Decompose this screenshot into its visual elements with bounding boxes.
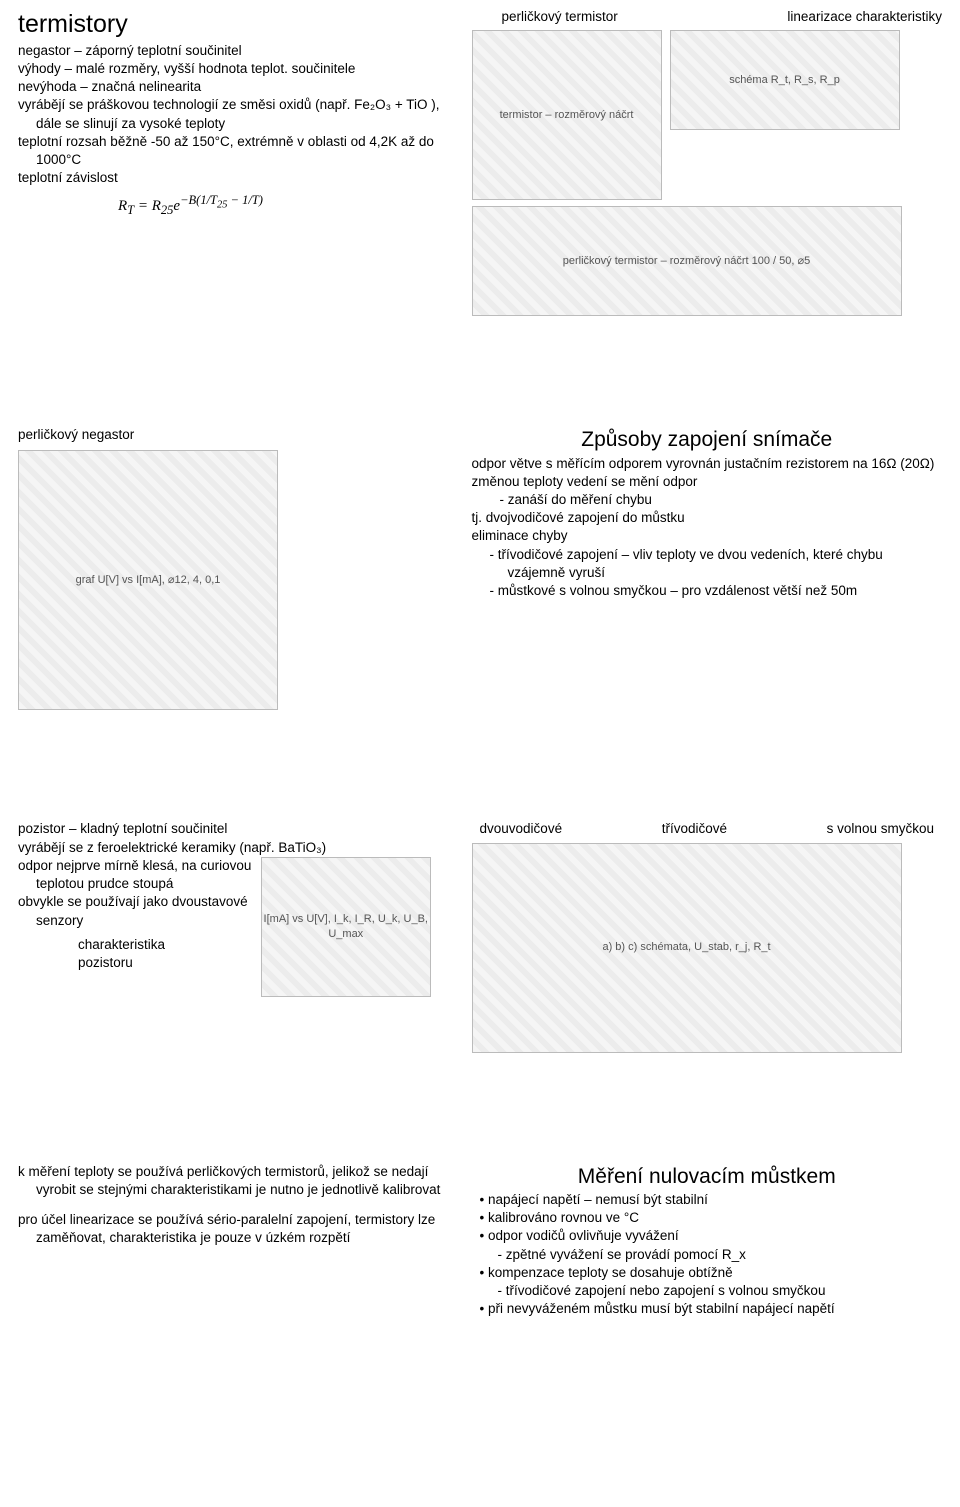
s1-formula: RT = R25e−B(1/T25 − 1/T) (118, 192, 452, 219)
s4-right: Měření nulovacím můstkem napájecí napětí… (462, 1163, 942, 1319)
s1-fig1: termistor – rozměrový náčrt (472, 30, 662, 200)
s3-line: odpor nejprve mírně klesá, na curiovou t… (36, 857, 261, 893)
s1-line: negastor – záporný teplotní součinitel (36, 42, 452, 60)
s1-line: teplotní rozsah běžně -50 až 150°C, extr… (36, 133, 452, 169)
s3-right: dvouvodičové třívodičové s volnou smyčko… (462, 820, 942, 1052)
s1-line: vyrábějí se práškovou technologií ze smě… (36, 96, 452, 132)
section-mereni: k měření teploty se používá perličkových… (18, 1163, 942, 1319)
s4-sub: - zpětné vyvážení se provádí pomocí R_x (510, 1246, 942, 1264)
s4-title: Měření nulovacím můstkem (472, 1163, 942, 1191)
s1-fig3: perličkový termistor – rozměrový náčrt 1… (472, 206, 902, 316)
s1-label-termistor: perličkový termistor (502, 8, 618, 26)
s4-bullet: napájecí napětí – nemusí být stabilní (494, 1191, 942, 1209)
s3-left-mid: odpor nejprve mírně klesá, na curiovou t… (18, 857, 452, 997)
s1-fig2: schéma R_t, R_s, R_p (670, 30, 900, 130)
s3-left-text: odpor nejprve mírně klesá, na curiovou t… (18, 857, 261, 997)
s2-fig-left: graf U[V] vs I[mA], ⌀12, 4, 0,1 (18, 450, 278, 710)
section-pozistor: pozistor – kladný teplotní součinitel vy… (18, 820, 942, 1052)
s3-fig-pozistor: I[mA] vs U[V], I_k, I_R, U_k, U_B, U_max (261, 857, 431, 997)
s3-sublabel: pozistoru (78, 954, 261, 972)
s2-line: odpor větve s měřícím odporem vyrovnán j… (490, 455, 942, 473)
s1-line: výhody – malé rozměry, vyšší hodnota tep… (36, 60, 452, 78)
s4-line: k měření teploty se používá perličkových… (36, 1163, 452, 1199)
s3-left: pozistor – kladný teplotní součinitel vy… (18, 820, 462, 1052)
s1-figs-top: termistor – rozměrový náčrt schéma R_t, … (472, 30, 942, 200)
section-termistory: termistory negastor – záporný teplotní s… (18, 8, 942, 316)
s2-line: eliminace chyby (490, 527, 942, 545)
s2-line: - můstkové s volnou smyčkou – pro vzdále… (508, 582, 942, 600)
s4-bullet: odpor vodičů ovlivňuje vyvážení (494, 1227, 942, 1245)
s3-line: pozistor – kladný teplotní součinitel (36, 820, 452, 838)
s4-bullet: kalibrováno rovnou ve °C (494, 1209, 942, 1227)
s3-label-b: třívodičové (662, 820, 727, 838)
s1-title: termistory (18, 8, 452, 42)
s2-line: - třívodičové zapojení – vliv teploty ve… (508, 546, 942, 582)
s3-fig-right: a) b) c) schémata, U_stab, r_j, R_t (472, 843, 902, 1053)
s3-line: obvykle se používají jako dvoustavové se… (36, 893, 261, 929)
s4-left: k měření teploty se používá perličkových… (18, 1163, 462, 1319)
s2-line: - zanáší do měření chybu (500, 491, 942, 509)
s1-left: termistory negastor – záporný teplotní s… (18, 8, 462, 316)
s4-bullet: kompenzace teploty se dosahuje obtížně (494, 1264, 942, 1282)
s3-label-a: dvouvodičové (480, 820, 563, 838)
s4-line: pro účel linearizace se používá sério-pa… (36, 1211, 452, 1247)
s4-bullet: při nevyváženém můstku musí být stabilní… (494, 1300, 942, 1318)
s4-sub: - třívodičové zapojení nebo zapojení s v… (510, 1282, 942, 1300)
s3-line: vyrábějí se z feroelektrické keramiky (n… (36, 839, 452, 857)
s2-right: Způsoby zapojení snímače odpor větve s m… (462, 426, 942, 710)
s2-line: tj. dvojvodičové zapojení do můstku (490, 509, 942, 527)
s1-right-labels: perličkový termistor linearizace charakt… (472, 8, 942, 26)
s3-label-c: s volnou smyčkou (827, 820, 934, 838)
section-zpusoby: perličkový negastor graf U[V] vs I[mA], … (18, 426, 942, 710)
s2-left-label: perličkový negastor (18, 426, 452, 444)
s2-title: Způsoby zapojení snímače (472, 426, 942, 454)
s2-line: změnou teploty vedení se mění odpor (490, 473, 942, 491)
s1-label-linearizace: linearizace charakteristiky (787, 8, 942, 26)
s1-line: teplotní závislost (36, 169, 452, 187)
s3-r-labels: dvouvodičové třívodičové s volnou smyčko… (472, 820, 942, 838)
s1-right: perličkový termistor linearizace charakt… (462, 8, 942, 316)
s1-line: nevýhoda – značná nelinearita (36, 78, 452, 96)
s2-left: perličkový negastor graf U[V] vs I[mA], … (18, 426, 462, 710)
s3-sublabel: charakteristika (78, 936, 261, 954)
